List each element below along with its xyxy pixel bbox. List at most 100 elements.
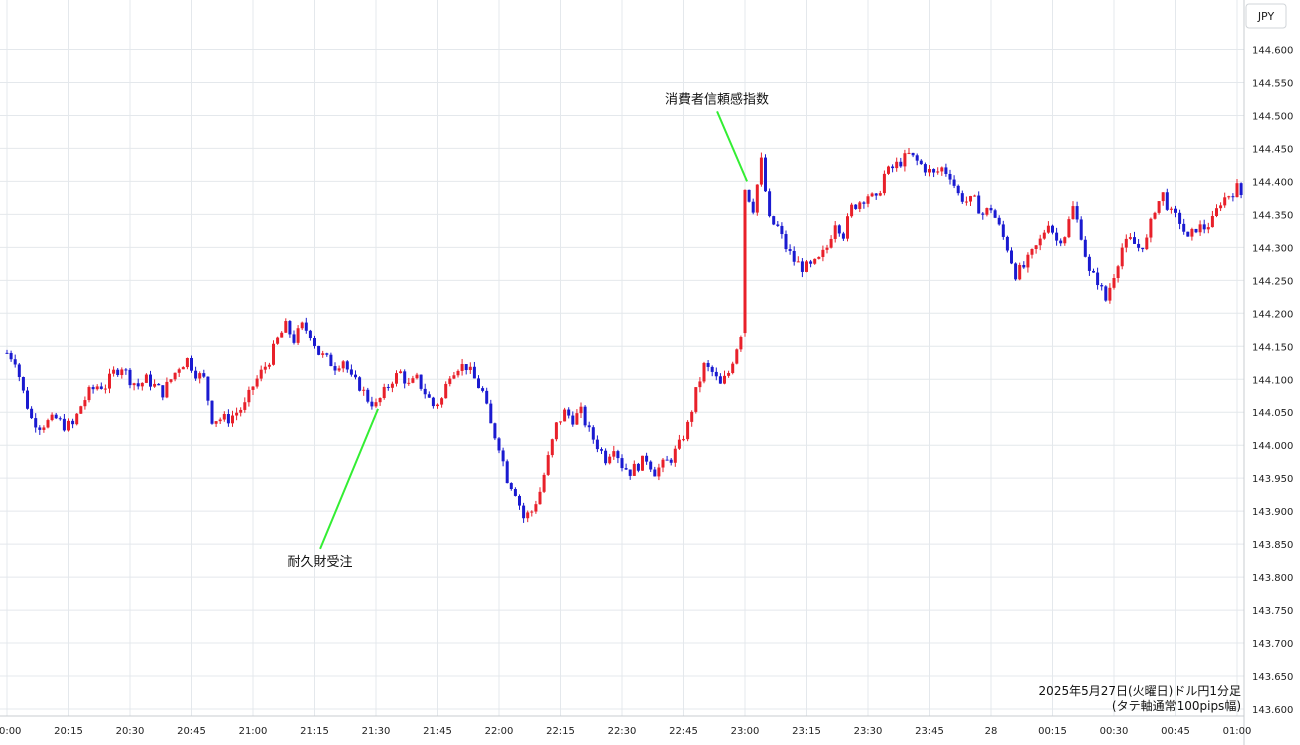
- candle: [928, 164, 931, 177]
- candle: [1034, 244, 1038, 254]
- candle: [5, 349, 9, 354]
- candle: [436, 403, 439, 409]
- candle: [239, 407, 243, 417]
- candle: [395, 370, 398, 387]
- candle: [1038, 234, 1042, 251]
- candle: [423, 383, 427, 399]
- candle: [538, 487, 542, 505]
- candle: [641, 455, 644, 471]
- candle: [198, 371, 202, 384]
- candle: [1219, 202, 1223, 212]
- x-tick-label: 00:15: [1038, 726, 1067, 737]
- candle: [706, 360, 710, 372]
- candle: [1108, 283, 1112, 304]
- annotation-line: [716, 111, 748, 182]
- candle: [489, 399, 493, 424]
- candle: [997, 215, 1001, 226]
- currency-box[interactable]: [1245, 3, 1287, 29]
- candle: [300, 321, 304, 331]
- candle: [190, 355, 193, 373]
- candle: [530, 510, 534, 517]
- candle: [1145, 234, 1149, 251]
- candle: [325, 352, 329, 357]
- x-tick-label: 22:30: [608, 726, 637, 737]
- y-tick-label: 144.100: [1252, 375, 1293, 386]
- candle: [366, 387, 370, 404]
- candle: [75, 412, 79, 426]
- candle: [493, 422, 497, 441]
- candle: [743, 189, 747, 337]
- candle: [1239, 182, 1243, 199]
- candle: [1153, 211, 1157, 220]
- candle: [378, 397, 382, 406]
- candle: [969, 195, 972, 206]
- y-tick-label: 144.000: [1252, 441, 1293, 452]
- candle: [280, 331, 284, 338]
- candle: [157, 383, 161, 386]
- candle: [341, 360, 345, 373]
- candle: [1001, 220, 1005, 240]
- candle: [214, 420, 218, 427]
- candle: [231, 410, 234, 427]
- candle: [308, 329, 312, 341]
- candle: [891, 164, 895, 173]
- candle: [735, 348, 739, 365]
- candle: [91, 384, 95, 394]
- candle: [1120, 243, 1124, 270]
- candle: [1100, 283, 1104, 291]
- y-tick-label: 143.750: [1252, 606, 1293, 617]
- candle: [739, 335, 743, 352]
- candle: [243, 397, 247, 413]
- candle: [374, 398, 378, 408]
- candle-series: [5, 148, 1247, 523]
- candle: [272, 340, 275, 366]
- candle: [194, 366, 198, 381]
- candle: [661, 458, 665, 473]
- candle: [792, 246, 796, 266]
- candle: [349, 364, 353, 377]
- candle: [714, 367, 718, 381]
- y-tick-label: 144.300: [1252, 243, 1293, 254]
- candle: [448, 376, 452, 387]
- candle: [165, 377, 169, 399]
- candle: [952, 175, 956, 189]
- candle: [464, 364, 468, 375]
- candle: [1178, 209, 1182, 230]
- candle: [1210, 210, 1214, 228]
- candle: [407, 377, 411, 386]
- candle: [95, 384, 99, 391]
- candle: [149, 370, 152, 391]
- candle: [989, 204, 993, 214]
- annotation-label: 消費者信頼感指数: [665, 91, 769, 107]
- candle: [263, 362, 267, 374]
- candle: [132, 382, 136, 391]
- candle: [1133, 231, 1136, 245]
- candle: [809, 259, 813, 268]
- candle: [411, 375, 415, 384]
- candle: [1141, 247, 1145, 253]
- candle: [509, 482, 513, 491]
- candle: [600, 447, 603, 455]
- candle: [1083, 236, 1087, 258]
- candle: [222, 411, 226, 422]
- x-tick-label: 21:15: [300, 726, 329, 737]
- candle: [595, 435, 599, 453]
- candle: [42, 425, 46, 433]
- candle: [21, 376, 25, 394]
- candle: [800, 258, 804, 278]
- y-tick-label: 143.600: [1252, 705, 1293, 716]
- candle: [1128, 233, 1132, 241]
- candle: [620, 454, 624, 472]
- candle: [390, 381, 394, 393]
- candle: [1186, 231, 1190, 237]
- x-tick-label: 23:45: [915, 726, 944, 737]
- candle: [575, 409, 579, 425]
- candle: [235, 407, 239, 421]
- candle: [128, 367, 132, 389]
- candle: [185, 357, 189, 370]
- candle: [354, 370, 357, 380]
- event-annotations: 耐久財受注 消費者信頼感指数: [288, 91, 770, 570]
- candle: [616, 449, 620, 464]
- candle: [981, 211, 985, 220]
- y-tick-label: 144.350: [1252, 210, 1293, 221]
